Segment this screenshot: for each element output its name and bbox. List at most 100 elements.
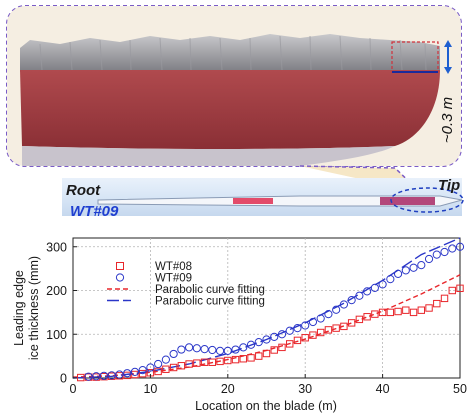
thickness-box <box>391 41 439 73</box>
data-point-wt08 <box>378 308 387 317</box>
x-tick-label: 10 <box>143 382 157 396</box>
data-point-wt09 <box>177 345 186 354</box>
data-point-wt08 <box>394 307 402 316</box>
data-point-wt08 <box>301 334 309 342</box>
data-point-wt08 <box>131 370 139 379</box>
grid <box>73 238 460 378</box>
data-point-wt09 <box>347 296 356 305</box>
legend-swatch <box>115 273 125 282</box>
y-axis-label-line2: ice thickness (mm) <box>27 256 41 360</box>
y-tick-label: 300 <box>46 240 67 254</box>
data-point-wt08 <box>433 299 441 308</box>
data-point-wt09 <box>200 345 209 354</box>
data-point-wt09 <box>208 345 217 355</box>
data-point-wt09 <box>185 343 194 352</box>
data-point-wt09 <box>161 355 170 364</box>
data-point-wt08 <box>355 315 364 324</box>
data-point-wt08 <box>278 343 286 352</box>
data-point-wt09 <box>339 300 348 309</box>
data-point-wt08 <box>200 358 209 366</box>
data-point-wt09 <box>440 247 449 257</box>
data-point-wt08 <box>247 354 255 362</box>
data-point-wt09 <box>308 317 318 327</box>
x-tick-label: 20 <box>221 382 235 396</box>
blade-surface <box>22 146 395 166</box>
data-point-wt08 <box>208 358 217 366</box>
ice-layer <box>20 70 440 149</box>
data-point-wt08 <box>255 352 263 360</box>
y-tick-label: 100 <box>46 328 67 342</box>
arrow-head-up <box>444 40 452 47</box>
legend-label: Parabolic curve fitting <box>155 284 265 296</box>
data-point-wt08 <box>77 373 85 382</box>
arrow-head-down <box>444 67 452 74</box>
data-point-wt09 <box>138 366 147 375</box>
data-point-wt09 <box>231 345 240 354</box>
data-point-wt08 <box>409 308 418 317</box>
markers <box>77 242 465 382</box>
data-point-wt09 <box>99 371 109 380</box>
data-point-wt09 <box>107 371 116 380</box>
data-point-wt08 <box>340 322 348 331</box>
data-point-wt09 <box>270 332 279 341</box>
legend-label: WT#09 <box>155 273 192 285</box>
ice-region-tip <box>380 197 435 205</box>
data-point-wt08 <box>425 304 433 312</box>
data-point-wt09 <box>169 349 178 359</box>
data-point-wt09 <box>123 369 132 378</box>
data-point-wt09 <box>246 340 256 349</box>
turbine-label: WT#09 <box>70 203 119 220</box>
y-tick-label: 200 <box>46 284 67 298</box>
data-point-wt08 <box>216 357 224 366</box>
data-point-wt08 <box>371 310 379 318</box>
data-point-wt09 <box>301 321 310 330</box>
tip-highlight <box>390 187 464 213</box>
data-point-wt08 <box>231 355 240 364</box>
legend-label: Parabolic curve fitting <box>155 296 265 308</box>
data-point-wt09 <box>254 338 263 347</box>
data-point-wt09 <box>223 346 232 355</box>
data-point-wt09 <box>84 372 93 381</box>
y-tick-label: 0 <box>60 372 67 386</box>
data-point-wt09 <box>92 372 101 381</box>
x-tick-label: 0 <box>70 382 77 396</box>
data-point-wt08 <box>386 308 395 317</box>
x-tick-label: 40 <box>376 382 390 396</box>
x-axis-label: Location on the blade (m) <box>195 399 337 413</box>
data-point-wt09 <box>115 370 124 379</box>
data-point-wt09 <box>277 330 287 339</box>
data-point-wt09 <box>424 254 434 264</box>
legend-swatch <box>116 262 124 270</box>
data-point-wt09 <box>285 326 294 335</box>
data-point-wt08 <box>456 284 464 293</box>
data-point-wt08 <box>309 331 317 339</box>
data-point-wt08 <box>417 306 426 314</box>
data-point-wt08 <box>154 367 162 376</box>
data-point-wt09 <box>262 335 271 344</box>
data-point-wt09 <box>378 280 387 289</box>
data-point-wt09 <box>332 305 341 314</box>
data-point-wt08 <box>448 286 456 295</box>
blade-strip: Root Tip WT#09 <box>62 177 464 220</box>
data-point-wt09 <box>363 287 372 296</box>
data-point-wt09 <box>432 250 441 259</box>
root-label: Root <box>66 182 101 199</box>
frost-layer <box>20 34 440 72</box>
data-point-wt08 <box>185 360 193 368</box>
frost-texture <box>39 35 427 71</box>
blade-silhouette <box>97 195 463 207</box>
data-point-wt09 <box>417 261 426 270</box>
data-point-wt08 <box>138 369 147 378</box>
y-axis-label-line1: Leading edge <box>12 270 26 346</box>
tip-label: Tip <box>438 177 460 194</box>
axes: 0 10 20 30 40 50 0 100 200 300 <box>46 240 467 396</box>
data-point-wt09 <box>192 344 201 353</box>
data-point-wt08 <box>262 349 271 358</box>
data-point-wt09 <box>393 269 403 278</box>
x-tick-label: 30 <box>298 382 312 396</box>
data-point-wt08 <box>440 294 449 303</box>
data-point-wt09 <box>386 275 395 284</box>
